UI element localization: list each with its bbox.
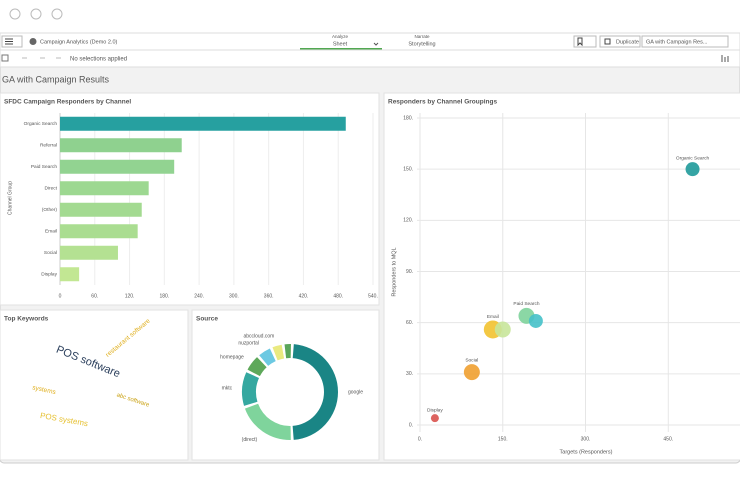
chart-title: Responders by Channel Groupings <box>388 99 497 106</box>
app-title[interactable]: Campaign Analytics (Demo 2.0) <box>40 39 118 45</box>
bubble <box>685 162 700 177</box>
x-tick-label: 300. <box>229 293 239 299</box>
keyword: systems <box>32 384 58 396</box>
y-tick-label: 120. <box>403 218 413 224</box>
bubble <box>528 313 543 328</box>
y-tick-label: Paid Search <box>31 164 57 170</box>
bar <box>60 181 149 196</box>
bubble <box>463 364 480 381</box>
y-tick-label: Email <box>45 229 57 235</box>
x-tick-label: 150. <box>498 436 508 442</box>
duplicate-label: Duplicate <box>616 39 639 45</box>
y-tick-label: 30. <box>406 371 413 377</box>
tab-label[interactable]: Sheet <box>333 41 348 47</box>
point-label: Social <box>465 357 478 363</box>
x-tick-label: 60. <box>91 293 98 299</box>
slice-label: homepage <box>220 354 244 360</box>
window-dot <box>30 8 42 20</box>
y-tick-label: 180. <box>403 115 413 121</box>
x-tick-label: 0 <box>59 293 62 299</box>
slice-label: nuzportal <box>238 340 259 346</box>
y-axis-title: Channel Group <box>7 181 13 215</box>
chart-title: Source <box>196 316 218 323</box>
sheet-menu[interactable] <box>641 35 729 48</box>
panel <box>0 309 189 461</box>
y-tick-label: Social <box>44 250 57 256</box>
y-axis-title: Responders to MQL <box>391 247 397 296</box>
x-tick-label: 420. <box>299 293 309 299</box>
tab-caption: Narrate <box>414 34 430 39</box>
x-tick-label: 360. <box>264 293 274 299</box>
selection-tool[interactable] <box>1 54 9 62</box>
donut-slice <box>284 344 291 359</box>
y-tick-label: 90. <box>406 269 413 275</box>
x-tick-label: 480. <box>333 293 343 299</box>
dropdown-icon <box>373 42 379 46</box>
donut-slice <box>292 344 339 440</box>
y-tick-label: (Other) <box>42 207 58 213</box>
panel <box>383 92 740 461</box>
bar <box>60 159 175 174</box>
duplicate-button[interactable] <box>599 35 641 48</box>
point-label: Display <box>427 407 443 413</box>
x-tick-label: 300. <box>581 436 591 442</box>
tab-label[interactable]: Storytelling <box>408 41 435 47</box>
y-tick-label: Referral <box>40 143 57 149</box>
x-tick-label: 180. <box>159 293 169 299</box>
x-tick-label: 540. <box>368 293 378 299</box>
y-tick-label: 60. <box>406 320 413 326</box>
bar <box>60 138 182 153</box>
bubble <box>494 321 511 338</box>
x-tick-label: 240. <box>194 293 204 299</box>
tab-underline <box>300 48 382 50</box>
donut-slice <box>259 348 276 366</box>
chart-title: SFDC Campaign Responders by Channel <box>4 99 131 106</box>
bar <box>60 224 138 239</box>
duplicate-icon <box>604 38 611 45</box>
bar <box>60 245 118 260</box>
point-label: Organic Search <box>676 155 710 161</box>
tab-caption: Analyze <box>332 34 349 39</box>
donut-slice <box>241 372 260 406</box>
bubble <box>430 414 439 423</box>
donut-slice <box>244 403 291 440</box>
x-tick-label: 120. <box>125 293 135 299</box>
menu-icon <box>5 38 13 45</box>
window-dot <box>9 8 21 20</box>
selection-bar <box>0 49 740 68</box>
sheet-title: GA with Campaign Results <box>2 74 110 84</box>
chart-title: Top Keywords <box>4 316 49 323</box>
bookmark-icon <box>577 37 583 47</box>
insights-icon[interactable] <box>721 55 729 62</box>
slice-label: abccloud.com <box>243 333 274 339</box>
y-tick-label: Display <box>41 272 57 278</box>
selections-text: No selections applied <box>70 57 127 63</box>
y-tick-label: Organic Search <box>24 121 58 127</box>
window-dot <box>51 8 63 20</box>
point-label: Paid Search <box>513 301 539 307</box>
app-icon <box>29 38 37 45</box>
x-tick-label: 450. <box>663 436 673 442</box>
slice-label: (direct) <box>242 437 258 443</box>
bar <box>60 116 346 131</box>
point-label: Email <box>487 314 499 320</box>
slice-label: google <box>348 389 363 395</box>
y-tick-label: 150. <box>403 166 413 172</box>
slice-label: mktc <box>222 385 233 391</box>
bar <box>60 202 142 217</box>
bookmark-button[interactable] <box>573 35 597 48</box>
bar <box>60 267 80 282</box>
y-tick-label: Direct <box>44 186 57 192</box>
x-axis-title: Targets (Responders) <box>560 449 613 455</box>
donut-slice <box>247 357 267 377</box>
y-tick-label: 0. <box>409 422 413 428</box>
sheet-menu-label: GA with Campaign Res... <box>646 39 708 45</box>
x-tick-label: 0. <box>418 436 422 442</box>
donut-slice <box>272 344 285 361</box>
